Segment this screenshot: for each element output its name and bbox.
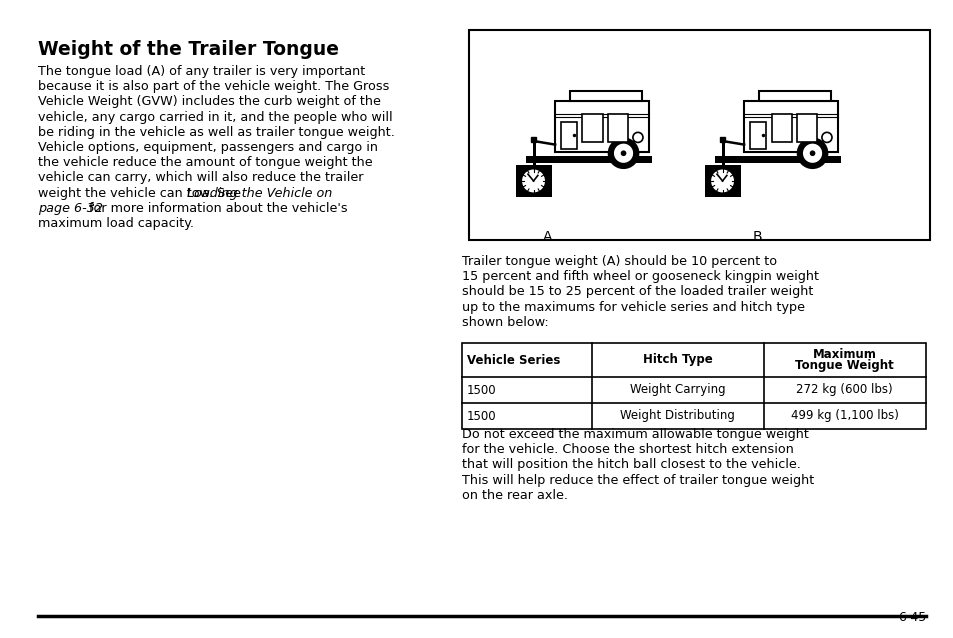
Text: on the rear axle.: on the rear axle. bbox=[461, 489, 567, 502]
Bar bbox=[758, 91, 830, 101]
Text: 1500: 1500 bbox=[467, 410, 497, 422]
Bar bbox=[461, 343, 925, 429]
Text: 499 kg (1,100 lbs): 499 kg (1,100 lbs) bbox=[790, 410, 898, 422]
Text: because it is also part of the vehicle weight. The Gross: because it is also part of the vehicle w… bbox=[38, 80, 389, 93]
Text: B: B bbox=[751, 230, 761, 244]
Text: 272 kg (600 lbs): 272 kg (600 lbs) bbox=[796, 383, 892, 396]
Text: Tongue Weight: Tongue Weight bbox=[795, 359, 893, 372]
Circle shape bbox=[620, 151, 626, 156]
Text: page 6-32: page 6-32 bbox=[38, 202, 103, 215]
Bar bbox=[560, 122, 577, 149]
Text: vehicle, any cargo carried in it, and the people who will: vehicle, any cargo carried in it, and th… bbox=[38, 110, 393, 124]
Bar bbox=[607, 114, 627, 142]
Bar bbox=[469, 30, 929, 240]
Text: weight the vehicle can tow. See: weight the vehicle can tow. See bbox=[38, 186, 245, 200]
Bar bbox=[515, 165, 551, 197]
Text: 15 percent and fifth wheel or gooseneck kingpin weight: 15 percent and fifth wheel or gooseneck … bbox=[461, 271, 818, 283]
Bar bbox=[555, 101, 648, 152]
Text: Weight of the Trailer Tongue: Weight of the Trailer Tongue bbox=[38, 40, 338, 59]
Text: Vehicle Series: Vehicle Series bbox=[467, 353, 559, 366]
Circle shape bbox=[520, 168, 545, 193]
Text: for more information about the vehicle's: for more information about the vehicle's bbox=[85, 202, 347, 215]
Text: vehicle can carry, which will also reduce the trailer: vehicle can carry, which will also reduc… bbox=[38, 172, 363, 184]
Bar bbox=[569, 91, 640, 101]
Text: maximum load capacity.: maximum load capacity. bbox=[38, 217, 193, 230]
Bar bbox=[719, 137, 724, 142]
Bar bbox=[743, 101, 837, 152]
Text: Loading the Vehicle on: Loading the Vehicle on bbox=[187, 186, 332, 200]
Text: 1500: 1500 bbox=[467, 383, 497, 396]
Text: Trailer tongue weight (A) should be 10 percent to: Trailer tongue weight (A) should be 10 p… bbox=[461, 255, 777, 268]
Text: be riding in the vehicle as well as trailer tongue weight.: be riding in the vehicle as well as trai… bbox=[38, 126, 395, 139]
Text: that will position the hitch ball closest to the vehicle.: that will position the hitch ball closes… bbox=[461, 458, 800, 471]
Text: Vehicle Weight (GVW) includes the curb weight of the: Vehicle Weight (GVW) includes the curb w… bbox=[38, 96, 380, 108]
Text: Maximum: Maximum bbox=[812, 348, 876, 361]
Bar bbox=[582, 114, 602, 142]
Circle shape bbox=[796, 137, 827, 169]
Bar bbox=[530, 137, 536, 142]
Bar bbox=[526, 156, 652, 163]
Text: Weight Carrying: Weight Carrying bbox=[629, 383, 725, 396]
Text: This will help reduce the effect of trailer tongue weight: This will help reduce the effect of trai… bbox=[461, 473, 814, 487]
Text: for the vehicle. Choose the shortest hitch extension: for the vehicle. Choose the shortest hit… bbox=[461, 443, 793, 456]
Text: up to the maximums for vehicle series and hitch type: up to the maximums for vehicle series an… bbox=[461, 300, 804, 314]
Text: should be 15 to 25 percent of the loaded trailer weight: should be 15 to 25 percent of the loaded… bbox=[461, 285, 813, 299]
Circle shape bbox=[801, 143, 822, 163]
Circle shape bbox=[809, 151, 815, 156]
Text: 6-45: 6-45 bbox=[897, 611, 925, 624]
Bar bbox=[715, 156, 841, 163]
Text: shown below:: shown below: bbox=[461, 316, 548, 329]
Bar bbox=[771, 114, 791, 142]
Bar bbox=[796, 114, 816, 142]
Circle shape bbox=[607, 137, 639, 169]
Text: the vehicle reduce the amount of tongue weight the: the vehicle reduce the amount of tongue … bbox=[38, 156, 373, 169]
Circle shape bbox=[709, 168, 734, 193]
Text: The tongue load (A) of any trailer is very important: The tongue load (A) of any trailer is ve… bbox=[38, 65, 365, 78]
Text: Vehicle options, equipment, passengers and cargo in: Vehicle options, equipment, passengers a… bbox=[38, 141, 377, 154]
Bar bbox=[749, 122, 765, 149]
Text: Do not exceed the maximum allowable tongue weight: Do not exceed the maximum allowable tong… bbox=[461, 428, 808, 441]
Bar bbox=[704, 165, 740, 197]
Text: A: A bbox=[542, 230, 552, 244]
Text: Weight Distributing: Weight Distributing bbox=[619, 410, 735, 422]
Text: Hitch Type: Hitch Type bbox=[642, 353, 712, 366]
Circle shape bbox=[613, 143, 633, 163]
